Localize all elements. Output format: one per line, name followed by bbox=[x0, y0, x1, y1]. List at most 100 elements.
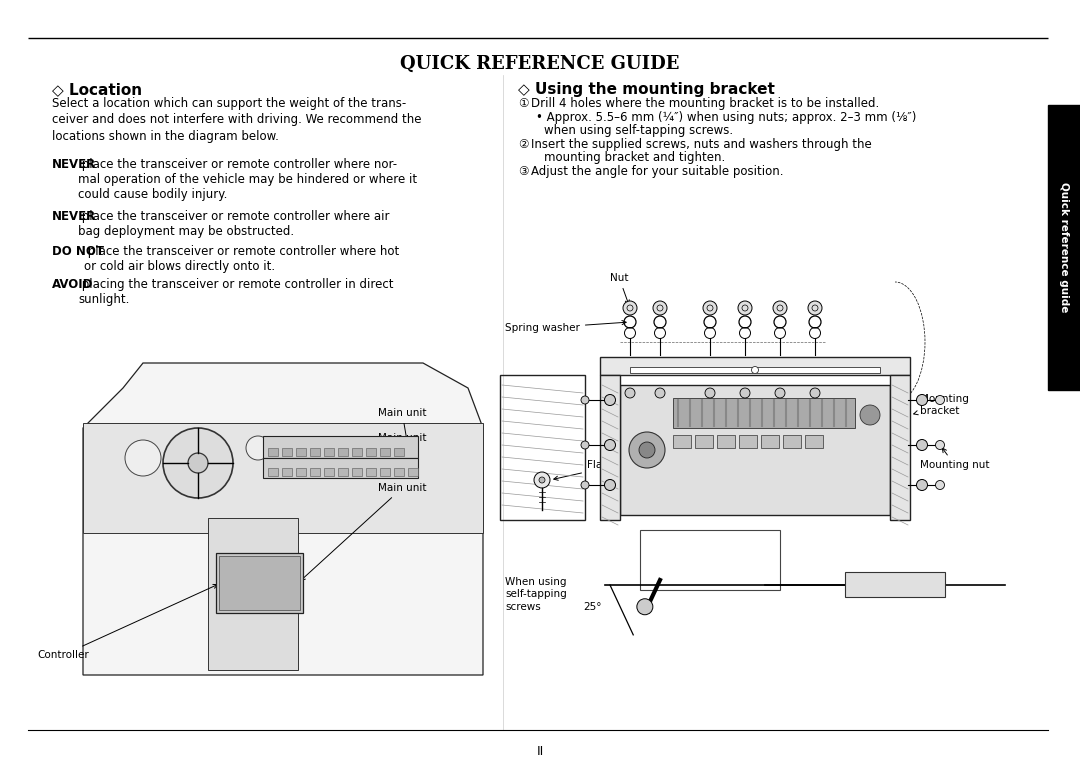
Bar bbox=[282, 448, 292, 456]
Circle shape bbox=[775, 388, 785, 398]
Bar bbox=[673, 398, 855, 428]
Circle shape bbox=[581, 396, 589, 404]
Text: QUICK REFERENCE GUIDE: QUICK REFERENCE GUIDE bbox=[401, 55, 679, 73]
Circle shape bbox=[581, 481, 589, 489]
Text: mounting bracket and tighten.: mounting bracket and tighten. bbox=[544, 151, 726, 164]
Circle shape bbox=[773, 301, 787, 315]
Text: place the transceiver or remote controller where air
bag deployment may be obstr: place the transceiver or remote controll… bbox=[79, 210, 390, 238]
Bar bbox=[408, 468, 418, 476]
Circle shape bbox=[605, 440, 616, 450]
Text: Insert the supplied screws, nuts and washers through the: Insert the supplied screws, nuts and was… bbox=[531, 138, 872, 151]
Bar bbox=[352, 448, 362, 456]
Bar bbox=[600, 357, 910, 375]
Text: • Approx. 5.5–6 mm (¼″) when using nuts; approx. 2–3 mm (⅛″): • Approx. 5.5–6 mm (¼″) when using nuts;… bbox=[536, 111, 916, 124]
Bar bbox=[630, 367, 880, 373]
Circle shape bbox=[163, 428, 233, 498]
Text: ②: ② bbox=[518, 138, 528, 151]
Bar bbox=[783, 435, 801, 448]
Text: place the transceiver or remote controller where hot
or cold air blows directly : place the transceiver or remote controll… bbox=[83, 245, 399, 273]
Bar bbox=[380, 448, 390, 456]
Text: Controller: Controller bbox=[37, 584, 217, 660]
Circle shape bbox=[705, 388, 715, 398]
Circle shape bbox=[917, 479, 928, 491]
Circle shape bbox=[740, 388, 750, 398]
Bar bbox=[890, 375, 910, 520]
Circle shape bbox=[935, 395, 945, 405]
Bar bbox=[83, 423, 483, 533]
Circle shape bbox=[860, 405, 880, 425]
Bar bbox=[673, 435, 691, 448]
Bar bbox=[268, 468, 278, 476]
Bar bbox=[296, 448, 306, 456]
Bar bbox=[352, 468, 362, 476]
Circle shape bbox=[539, 477, 545, 483]
Circle shape bbox=[125, 440, 161, 476]
Bar bbox=[268, 448, 278, 456]
Bar bbox=[296, 468, 306, 476]
Circle shape bbox=[935, 440, 945, 450]
Text: Select a location which can support the weight of the trans-
ceiver and does not: Select a location which can support the … bbox=[52, 97, 421, 143]
Text: Mounting nut: Mounting nut bbox=[920, 448, 989, 470]
Text: AVOID: AVOID bbox=[52, 278, 93, 291]
Circle shape bbox=[534, 472, 550, 488]
Text: when using self-tapping screws.: when using self-tapping screws. bbox=[544, 124, 733, 137]
Circle shape bbox=[935, 481, 945, 489]
Text: ①: ① bbox=[518, 97, 528, 110]
Bar bbox=[696, 435, 713, 448]
Text: Mounting
bracket: Mounting bracket bbox=[914, 394, 969, 416]
Bar bbox=[216, 553, 303, 613]
Bar bbox=[338, 468, 348, 476]
Text: place the transceiver or remote controller where nor-
mal operation of the vehic: place the transceiver or remote controll… bbox=[79, 158, 418, 201]
Bar bbox=[717, 435, 735, 448]
Bar bbox=[366, 468, 376, 476]
Circle shape bbox=[605, 479, 616, 491]
Text: Drill 4 holes where the mounting bracket is to be installed.: Drill 4 holes where the mounting bracket… bbox=[531, 97, 879, 110]
Text: ◇ Using the mounting bracket: ◇ Using the mounting bracket bbox=[518, 82, 774, 97]
Bar bbox=[640, 530, 780, 590]
Circle shape bbox=[605, 395, 616, 405]
Circle shape bbox=[629, 432, 665, 468]
Circle shape bbox=[917, 440, 928, 450]
Circle shape bbox=[623, 301, 637, 315]
Bar bbox=[219, 556, 300, 610]
Text: Flat washer: Flat washer bbox=[554, 460, 647, 480]
Text: NEVER: NEVER bbox=[52, 210, 96, 223]
Circle shape bbox=[810, 388, 820, 398]
Bar bbox=[282, 468, 292, 476]
Bar bbox=[366, 448, 376, 456]
Circle shape bbox=[703, 301, 717, 315]
Text: placing the transceiver or remote controller in direct
sunlight.: placing the transceiver or remote contro… bbox=[79, 278, 394, 306]
Bar bbox=[500, 375, 585, 520]
Text: Main unit: Main unit bbox=[301, 483, 427, 581]
Bar bbox=[208, 518, 298, 670]
Polygon shape bbox=[83, 363, 483, 675]
Text: 25°: 25° bbox=[583, 602, 602, 612]
Text: NEVER: NEVER bbox=[52, 158, 96, 171]
Circle shape bbox=[653, 301, 667, 315]
Text: Adjust the angle for your suitable position.: Adjust the angle for your suitable posit… bbox=[531, 165, 783, 178]
Bar bbox=[1048, 105, 1080, 390]
Circle shape bbox=[637, 599, 652, 615]
Circle shape bbox=[738, 301, 752, 315]
Circle shape bbox=[639, 442, 654, 458]
Bar bbox=[338, 448, 348, 456]
Bar bbox=[739, 435, 757, 448]
Text: Nut: Nut bbox=[610, 273, 630, 304]
Bar bbox=[620, 385, 890, 515]
Bar bbox=[600, 375, 620, 520]
Text: ◇ Location: ◇ Location bbox=[52, 82, 143, 97]
Text: DO NOT: DO NOT bbox=[52, 245, 104, 258]
Bar bbox=[394, 468, 404, 476]
Bar bbox=[264, 458, 418, 478]
Text: ③: ③ bbox=[518, 165, 528, 178]
Text: II: II bbox=[537, 745, 543, 758]
Bar bbox=[394, 448, 404, 456]
Circle shape bbox=[581, 441, 589, 449]
Bar bbox=[845, 572, 945, 597]
Bar bbox=[310, 468, 320, 476]
Text: When using
self-tapping
screws: When using self-tapping screws bbox=[505, 577, 567, 612]
Circle shape bbox=[752, 367, 758, 373]
Text: Quick reference guide: Quick reference guide bbox=[1059, 182, 1069, 312]
Bar bbox=[324, 448, 334, 456]
Circle shape bbox=[246, 436, 270, 460]
